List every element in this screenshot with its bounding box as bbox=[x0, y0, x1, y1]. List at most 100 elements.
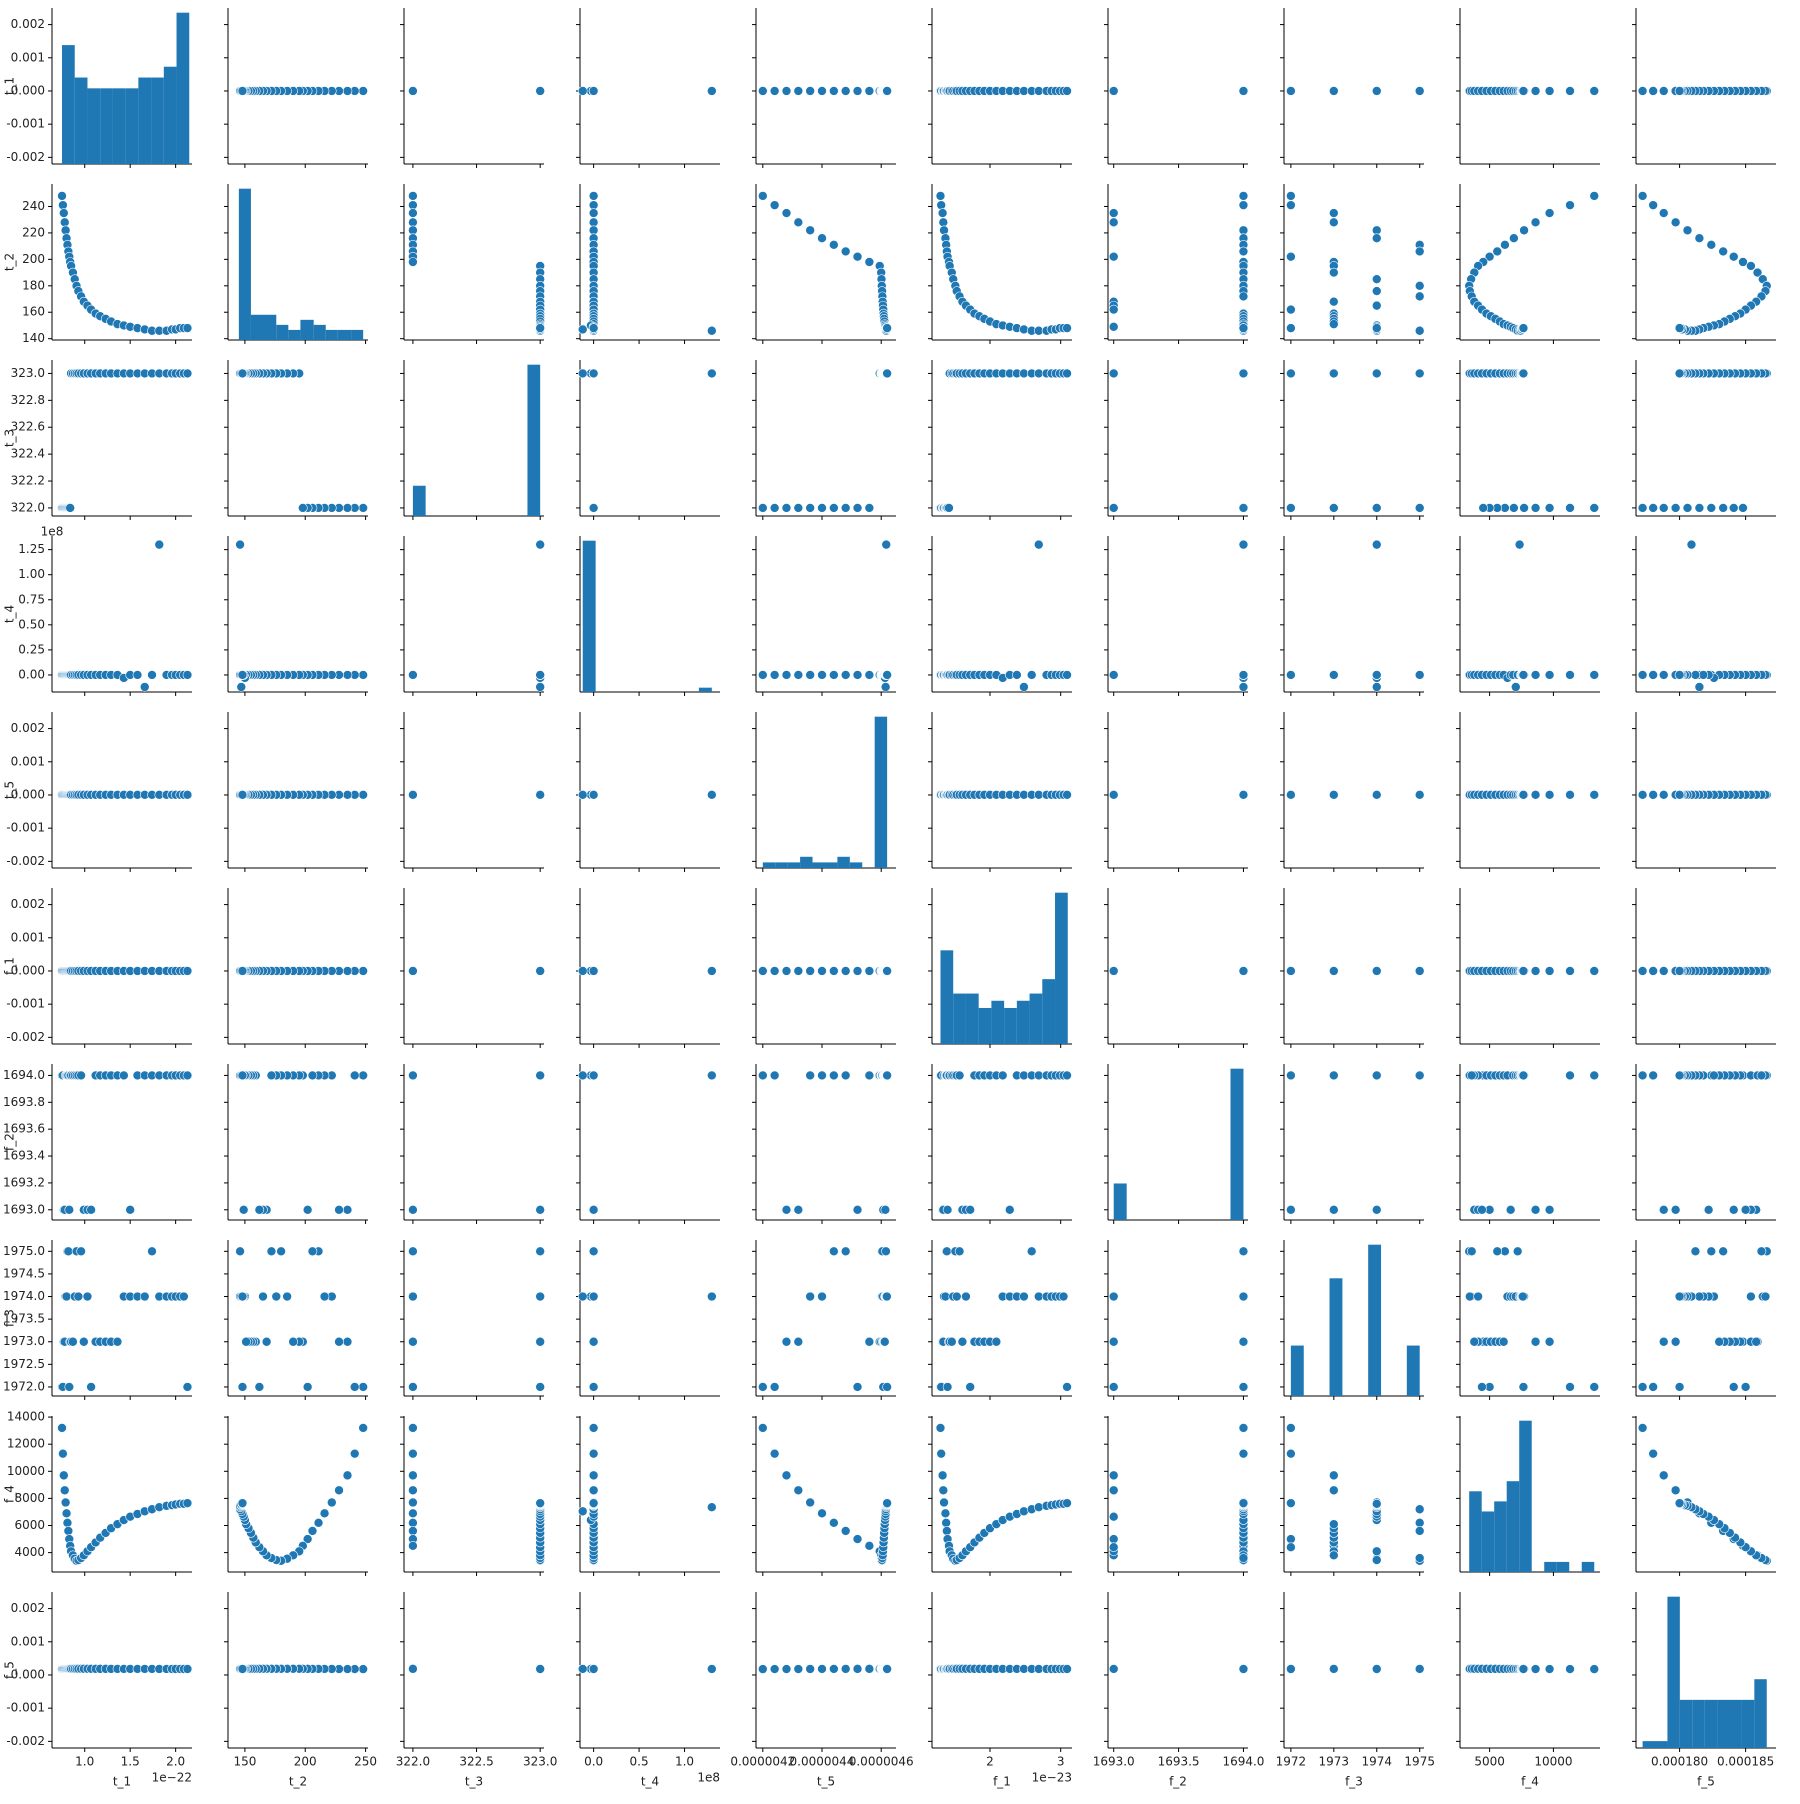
scatter-point bbox=[588, 1448, 599, 1459]
scatter-point bbox=[64, 1204, 75, 1215]
histogram-bar bbox=[263, 314, 277, 340]
histogram-bar bbox=[582, 540, 596, 692]
scatter-point bbox=[864, 1070, 875, 1081]
scatter-point bbox=[864, 1541, 875, 1551]
histogram-bar bbox=[351, 329, 364, 340]
scatter-point bbox=[1414, 1518, 1425, 1528]
scatter-point bbox=[1518, 86, 1529, 96]
histogram-bar bbox=[1406, 1345, 1420, 1396]
scatter-point bbox=[793, 1485, 804, 1496]
scatter-point bbox=[938, 217, 949, 228]
x-tick-label: 0.0 bbox=[584, 1755, 603, 1769]
scatter-point bbox=[1530, 217, 1541, 228]
scatter-point bbox=[1473, 1291, 1483, 1302]
scatter-point bbox=[307, 1070, 318, 1081]
scatter-point bbox=[707, 1070, 717, 1081]
scatter-point bbox=[758, 503, 768, 513]
scatter-point bbox=[1670, 1336, 1681, 1347]
scatter-point bbox=[1238, 1664, 1249, 1674]
x-tick-label: 0.5 bbox=[630, 1755, 649, 1769]
scatter-point bbox=[1371, 1555, 1382, 1565]
scatter-point bbox=[882, 1498, 892, 1508]
histogram-bar bbox=[787, 862, 801, 868]
scatter-point bbox=[1019, 1291, 1029, 1302]
scatter-point bbox=[1530, 670, 1541, 680]
scatter-point bbox=[182, 1498, 193, 1508]
scatter-point bbox=[1690, 1246, 1701, 1257]
scatter-point bbox=[349, 1070, 360, 1081]
scatter-point bbox=[1108, 790, 1119, 800]
scatter-point bbox=[408, 670, 418, 680]
scatter-point bbox=[1589, 1382, 1600, 1392]
y-tick-label: 1.00 bbox=[18, 567, 45, 581]
scatter-point bbox=[954, 1246, 965, 1257]
x-tick-label: 10000 bbox=[1534, 1755, 1572, 1769]
x-axis-label: f_2 bbox=[1169, 1775, 1187, 1789]
scatter-point bbox=[1674, 86, 1685, 96]
scatter-point bbox=[1751, 1336, 1761, 1347]
scatter-point bbox=[1108, 1542, 1119, 1552]
scatter-point bbox=[1670, 217, 1681, 228]
scatter-point bbox=[1108, 1382, 1119, 1392]
scatter-point bbox=[307, 1526, 318, 1536]
y-axis-label: f_3 bbox=[3, 1309, 17, 1327]
scatter-point bbox=[1589, 503, 1600, 513]
scatter-point bbox=[1756, 1070, 1767, 1081]
scatter-point bbox=[758, 1423, 768, 1433]
scatter-point bbox=[882, 670, 892, 680]
scatter-point bbox=[852, 1534, 863, 1544]
scatter-point bbox=[852, 86, 863, 96]
scatter-point bbox=[535, 670, 545, 680]
scatter-point bbox=[1329, 1485, 1339, 1496]
scatter-point bbox=[1108, 208, 1119, 218]
y-tick-label: 322.0 bbox=[11, 500, 45, 514]
scatter-point bbox=[1371, 966, 1382, 976]
scatter-point bbox=[939, 1497, 949, 1508]
scatter-point bbox=[1505, 1204, 1516, 1215]
scatter-point bbox=[1565, 1664, 1575, 1674]
scatter-point bbox=[1518, 323, 1529, 333]
y-tick-label: 0.00 bbox=[18, 667, 45, 681]
scatter-point bbox=[408, 790, 418, 800]
x-tick-label: 1974 bbox=[1361, 1755, 1392, 1769]
y-tick-label: 0.002 bbox=[11, 17, 45, 31]
scatter-point bbox=[879, 1336, 890, 1347]
scatter-point bbox=[86, 1204, 96, 1215]
histogram-bar bbox=[1055, 892, 1068, 1044]
scatter-point bbox=[535, 1664, 545, 1674]
scatter-point bbox=[535, 1498, 545, 1508]
y-tick-label: 12000 bbox=[7, 1437, 45, 1451]
y-tick-label: 322.6 bbox=[11, 420, 45, 434]
scatter-point bbox=[829, 1246, 839, 1257]
scatter-point bbox=[1752, 267, 1763, 278]
scatter-point bbox=[1062, 368, 1072, 379]
scatter-point bbox=[1286, 1423, 1296, 1433]
scatter-point bbox=[408, 191, 418, 201]
scatter-point bbox=[302, 1204, 313, 1215]
histogram-bar bbox=[1016, 1000, 1030, 1044]
scatter-point bbox=[1637, 1382, 1648, 1392]
y-tick-label: 0.001 bbox=[11, 754, 45, 768]
scatter-point bbox=[961, 1291, 971, 1302]
scatter-point bbox=[65, 503, 75, 513]
scatter-point bbox=[535, 1291, 545, 1302]
y-tick-label: 322.2 bbox=[11, 474, 45, 488]
histogram-bar bbox=[62, 45, 75, 164]
scatter-point bbox=[63, 1246, 74, 1257]
scatter-point bbox=[1658, 1336, 1669, 1347]
scatter-point bbox=[840, 966, 851, 976]
scatter-point bbox=[1658, 670, 1669, 680]
scatter-point bbox=[577, 368, 588, 379]
scatter-point bbox=[535, 682, 545, 692]
scatter-point bbox=[535, 86, 545, 96]
scatter-point bbox=[588, 966, 599, 976]
histogram-bar bbox=[775, 862, 788, 868]
scatter-point bbox=[936, 1448, 946, 1459]
scatter-point bbox=[1674, 790, 1685, 800]
y-tick-label: 0.001 bbox=[11, 930, 45, 944]
scatter-point bbox=[805, 225, 815, 236]
scatter-point bbox=[1108, 1336, 1119, 1347]
histogram-bar bbox=[527, 364, 541, 516]
histogram-bar bbox=[762, 862, 776, 868]
y-tick-label: 240 bbox=[22, 199, 45, 213]
